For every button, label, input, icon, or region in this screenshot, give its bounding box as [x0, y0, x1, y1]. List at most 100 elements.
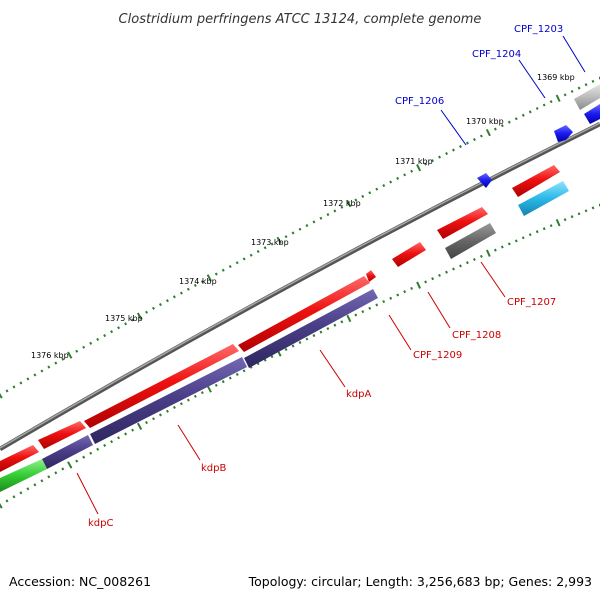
gene-cpf-1203-arrow[interactable] [512, 165, 560, 197]
inner-scale-tick [173, 405, 176, 409]
gene-kdpB-arrow[interactable] [84, 344, 239, 428]
outer-scale-tick [40, 369, 44, 373]
leader-kdpA [319, 349, 346, 388]
inner-scale-tick [452, 267, 455, 271]
inner-scale-tick [89, 451, 93, 455]
kdp-band-c[interactable] [42, 435, 93, 469]
topology-text: Topology: circular; Length: 3,256,683 bp… [248, 574, 592, 589]
outer-scale-tick [403, 173, 407, 177]
scale-ticks-inner [0, 203, 600, 509]
inner-scale-tick [346, 314, 352, 323]
outer-scale-tick [361, 194, 365, 198]
inner-scale-tick [136, 422, 143, 430]
gene-kdpC-arrow[interactable] [38, 421, 86, 449]
inner-scale-tick [200, 391, 204, 395]
outer-scale-tick [89, 341, 93, 345]
label-kdpB[interactable]: kdpB [201, 463, 226, 474]
outer-scale-tick [375, 187, 379, 191]
outer-scale-tick [242, 257, 246, 261]
inner-scale-tick [47, 475, 51, 479]
inner-scale-tick [361, 310, 365, 314]
outer-scale-tick [186, 287, 190, 291]
label-cpf-1207[interactable]: CPF_1207 [507, 297, 556, 308]
inner-scale-tick [61, 467, 65, 471]
other-genes [0, 84, 600, 492]
inner-scale-tick [291, 344, 295, 348]
gene-left-red-arrow[interactable] [0, 445, 39, 472]
outer-scale-tick [12, 385, 16, 389]
label-cpf-1206[interactable]: CPF_1206 [395, 96, 444, 107]
outer-scale-tick [591, 79, 595, 83]
inner-scale-tick [410, 286, 414, 290]
inner-scale-tick [82, 455, 86, 459]
outer-scale-tick [542, 103, 546, 107]
gene-cpf-1209-arrow[interactable] [366, 270, 376, 282]
outer-scale-tick [459, 145, 462, 149]
leader-cpf-1204 [518, 59, 546, 99]
inner-scale-tick [5, 499, 9, 503]
gene-kdpA-arrow[interactable] [238, 276, 370, 352]
inner-scale-tick [570, 215, 574, 219]
label-cpf-1209[interactable]: CPF_1209 [413, 350, 462, 361]
outer-scale-tick [452, 148, 455, 152]
label-kdpC[interactable]: kdpC [88, 518, 113, 529]
gene-cpf-1204-marker[interactable] [554, 125, 573, 142]
gene-darkgrey-feature[interactable] [445, 223, 496, 259]
outer-scale-tick [445, 152, 448, 156]
outer-scale-tick [354, 198, 358, 202]
outer-scale-tick [473, 138, 476, 142]
outer-scale-tick [19, 381, 23, 385]
outer-scale-tick [319, 216, 323, 220]
label-cpf-1208[interactable]: CPF_1208 [452, 330, 501, 341]
inner-scale-tick [312, 334, 316, 338]
outer-scale-tick [0, 393, 3, 399]
outer-scale-tick [276, 236, 282, 244]
inner-scale-tick [555, 218, 561, 227]
inner-scale-tick [591, 206, 595, 210]
inner-scale-tick [445, 270, 448, 274]
outer-scale-tick [521, 113, 525, 117]
scale-label-1374: 1374 kbp [179, 277, 217, 286]
inner-scale-tick [479, 254, 483, 258]
outer-scale-tick [5, 389, 9, 393]
outer-scale-tick [416, 164, 422, 172]
outer-scale-tick [206, 274, 212, 282]
gene-cpf-1207-arrow[interactable] [437, 207, 488, 239]
outer-scale-tick [26, 377, 30, 381]
label-cpf-1204[interactable]: CPF_1204 [472, 49, 521, 60]
inner-scale-tick [166, 409, 169, 413]
inner-scale-tick [465, 261, 469, 265]
inner-scale-tick [424, 280, 428, 284]
outer-scale-tick [152, 306, 155, 310]
outer-scale-tick [555, 94, 561, 102]
inner-scale-tick [563, 218, 567, 222]
label-kdpA[interactable]: kdpA [346, 389, 371, 400]
gene-blue-feature-right[interactable] [584, 104, 600, 124]
inner-scale-tick [0, 503, 3, 509]
outer-scale-tick [563, 93, 567, 97]
gene-lightgrey-feature[interactable] [574, 84, 600, 110]
gene-cpf-1206-marker[interactable] [477, 173, 492, 188]
inner-scale-tick [96, 447, 100, 451]
outer-scale-tick [500, 124, 504, 128]
inner-scale-tick [206, 385, 212, 393]
outer-scale-tick [340, 205, 344, 209]
inner-scale-tick [145, 421, 148, 425]
inner-scale-tick [221, 380, 225, 384]
gene-cpf-1208-arrow[interactable] [392, 242, 426, 267]
inner-scale-tick [12, 495, 16, 499]
inner-scale-tick [542, 227, 546, 231]
outer-scale-tick [346, 199, 352, 208]
outer-scale-tick [228, 264, 232, 269]
kdp-band-a[interactable] [244, 289, 378, 368]
label-cpf-1203[interactable]: CPF_1203 [514, 24, 563, 35]
inner-scale-tick [431, 277, 435, 281]
label-leaders [76, 35, 586, 515]
outer-scale-tick [514, 117, 518, 121]
kdp-band-b[interactable] [90, 357, 247, 444]
outer-scale-tick [424, 162, 427, 166]
outer-scale-tick [312, 220, 316, 224]
gene-cyan-feature[interactable] [518, 181, 569, 216]
outer-scale-tick [270, 242, 274, 246]
gene-green-feature[interactable] [0, 459, 47, 492]
